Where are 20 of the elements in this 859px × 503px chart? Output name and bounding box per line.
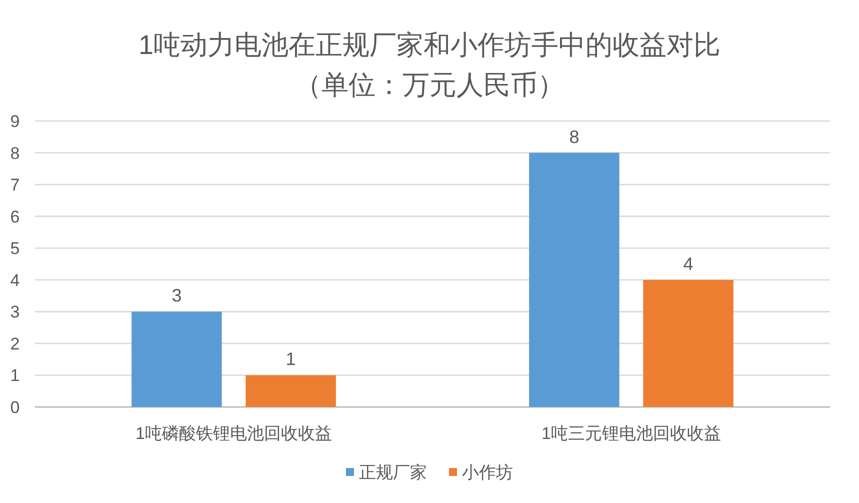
y-tick-label: 9 (10, 112, 20, 131)
title: 1吨动力电池在正规厂家和小作坊手中的收益对比 (138, 30, 721, 60)
y-tick-label: 6 (10, 207, 20, 226)
x-tick-label: 1吨磷酸铁锂电池回收收益 (136, 424, 332, 443)
legend-label: 小作坊 (462, 463, 513, 482)
y-tick-label: 1 (10, 366, 20, 386)
x-tick-label: 1吨三元锂电池回收收益 (542, 424, 721, 443)
legend-label: 正规厂家 (359, 463, 427, 482)
y-tick-label: 4 (10, 270, 20, 290)
subtitle: （单位：万元人民币） (294, 70, 564, 100)
y-tick-label: 2 (10, 334, 20, 354)
data-label: 8 (569, 126, 580, 147)
y-tick-label: 3 (10, 302, 20, 322)
y-tick-label: 0 (10, 398, 20, 417)
y-tick-label: 7 (10, 176, 20, 195)
data-label: 3 (172, 286, 182, 306)
y-tick-label: 5 (10, 239, 20, 258)
data-label: 1 (286, 349, 296, 370)
y-tick-label: 8 (10, 144, 20, 163)
data-label: 4 (683, 254, 694, 274)
